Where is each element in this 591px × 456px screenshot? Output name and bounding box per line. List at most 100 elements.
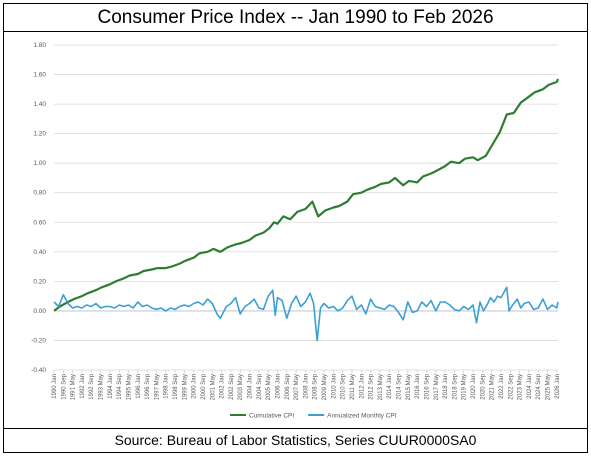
monthly-cpi-point bbox=[337, 310, 338, 311]
monthly-cpi-point bbox=[552, 304, 553, 305]
monthly-cpi-point bbox=[188, 306, 189, 307]
cumulative-cpi-point bbox=[235, 244, 236, 245]
cumulative-cpi-point bbox=[472, 157, 473, 158]
monthly-cpi-point bbox=[356, 309, 357, 310]
cumulative-cpi-point bbox=[109, 284, 110, 285]
cumulative-cpi-point bbox=[361, 192, 362, 193]
monthly-cpi-point bbox=[63, 294, 64, 295]
monthly-cpi-point bbox=[184, 304, 185, 305]
monthly-cpi-point bbox=[458, 310, 459, 311]
monthly-cpi-point bbox=[305, 301, 306, 302]
x-tick-label: 2000 Sep bbox=[201, 373, 207, 399]
monthly-cpi-point bbox=[528, 301, 529, 302]
x-tick-label: 2023 May bbox=[518, 374, 524, 400]
source-note: Source: Bureau of Labor Statistics, Seri… bbox=[4, 428, 587, 452]
monthly-cpi-point bbox=[165, 310, 166, 311]
cumulative-cpi-point bbox=[408, 180, 409, 181]
cpi-line-chart: -0.40 -0.20 0.00 0.20 0.40 0.60 0.80 1.00 1.20 1.… bbox=[31, 42, 561, 419]
cumulative-cpi-point bbox=[347, 201, 348, 202]
monthly-cpi-point bbox=[490, 297, 491, 298]
monthly-cpi-point bbox=[497, 296, 498, 297]
monthly-cpi-point bbox=[384, 309, 385, 310]
x-tick-label: 2000 Jan bbox=[192, 374, 198, 399]
monthly-cpi-point bbox=[512, 304, 513, 305]
monthly-cpi-point bbox=[202, 304, 203, 305]
cumulative-cpi-point bbox=[403, 185, 404, 186]
monthly-cpi-point bbox=[431, 300, 432, 301]
monthly-cpi-point bbox=[72, 307, 73, 308]
monthly-cpi-point bbox=[333, 306, 334, 307]
cumulative-cpi-line bbox=[53, 78, 560, 312]
monthly-cpi-point bbox=[506, 287, 507, 288]
y-tick-label: 1.40 bbox=[33, 101, 46, 108]
cumulative-cpi-point bbox=[220, 251, 221, 252]
page-title: Consumer Price Index -- Jan 1990 to Feb … bbox=[4, 4, 587, 32]
monthly-cpi-point bbox=[323, 303, 324, 304]
x-tick-label: 1994 Sep bbox=[117, 373, 123, 399]
y-tick-label: 1.80 bbox=[33, 42, 46, 49]
monthly-cpi-point bbox=[320, 307, 321, 308]
x-tick-label: 2012 Jan bbox=[359, 374, 365, 399]
monthly-cpi-point bbox=[296, 296, 297, 297]
monthly-cpi-point bbox=[309, 293, 310, 294]
x-tick-label: 2024 Jan bbox=[527, 374, 533, 399]
cumulative-cpi-point bbox=[297, 211, 298, 212]
monthly-cpi-point bbox=[147, 304, 148, 305]
monthly-cpi-point bbox=[407, 301, 408, 302]
monthly-cpi-point bbox=[244, 306, 245, 307]
cumulative-cpi-point bbox=[499, 132, 500, 133]
monthly-cpi-point bbox=[476, 322, 477, 323]
x-tick-label: 1994 Jan bbox=[108, 374, 114, 399]
monthly-cpi-point bbox=[483, 310, 484, 311]
monthly-cpi-point bbox=[220, 318, 221, 319]
y-tick-label: -0.40 bbox=[31, 367, 46, 374]
x-tick-label: 2002 Jan bbox=[220, 374, 226, 399]
monthly-cpi-point bbox=[524, 303, 525, 304]
x-tick-label: 2011 May bbox=[350, 374, 356, 400]
cumulative-cpi-point bbox=[485, 155, 486, 156]
cumulative-cpi-point bbox=[143, 270, 144, 271]
monthly-cpi-point bbox=[454, 309, 455, 310]
y-tick-label: 1.60 bbox=[33, 72, 46, 79]
x-tick-label: 2008 Sep bbox=[313, 373, 319, 399]
cumulative-cpi-point bbox=[548, 84, 549, 85]
monthly-cpi-point bbox=[547, 309, 548, 310]
x-tick-label: 2012 Sep bbox=[369, 373, 375, 399]
monthly-cpi-point bbox=[417, 310, 418, 311]
x-tick-label: 1996 Jan bbox=[136, 374, 142, 399]
x-tick-label: 2006 Sep bbox=[285, 373, 291, 399]
monthly-cpi-point bbox=[500, 297, 501, 298]
monthly-cpi-point bbox=[493, 301, 494, 302]
cumulative-cpi-point bbox=[422, 176, 423, 177]
monthly-cpi-point bbox=[114, 307, 115, 308]
cumulative-cpi-point bbox=[207, 251, 208, 252]
cumulative-cpi-point bbox=[431, 173, 432, 174]
monthly-cpi-point bbox=[556, 307, 557, 308]
cumulative-cpi-point bbox=[151, 269, 152, 270]
monthly-cpi-point bbox=[249, 303, 250, 304]
cumulative-cpi-point bbox=[556, 81, 557, 82]
x-tick-label: 2008 Jan bbox=[303, 374, 309, 399]
cumulative-cpi-point bbox=[87, 293, 88, 294]
cumulative-cpi-point bbox=[137, 273, 138, 274]
monthly-cpi-point bbox=[268, 296, 269, 297]
x-tick-label: 2018 Sep bbox=[452, 373, 458, 399]
monthly-cpi-point bbox=[370, 298, 371, 299]
monthly-cpi-point bbox=[375, 306, 376, 307]
x-tick-label: 2019 May bbox=[462, 374, 468, 400]
monthly-cpi-point bbox=[379, 307, 380, 308]
cumulative-cpi-point bbox=[477, 160, 478, 161]
monthly-cpi-point bbox=[123, 306, 124, 307]
monthly-cpi-point bbox=[440, 301, 441, 302]
cumulative-cpi-point bbox=[312, 201, 313, 202]
x-tick-label: 2009 May bbox=[322, 374, 328, 400]
x-tick-label: 2010 Sep bbox=[341, 373, 347, 399]
cumulative-cpi-point bbox=[263, 232, 264, 233]
cumulative-cpi-point bbox=[305, 208, 306, 209]
monthly-cpi-point bbox=[133, 307, 134, 308]
monthly-cpi-point bbox=[479, 301, 480, 302]
cumulative-cpi-point bbox=[450, 161, 451, 162]
legend-entry: Annualized Monthly CPI bbox=[327, 412, 397, 419]
monthly-cpi-point bbox=[254, 298, 255, 299]
monthly-cpi-point bbox=[81, 307, 82, 308]
